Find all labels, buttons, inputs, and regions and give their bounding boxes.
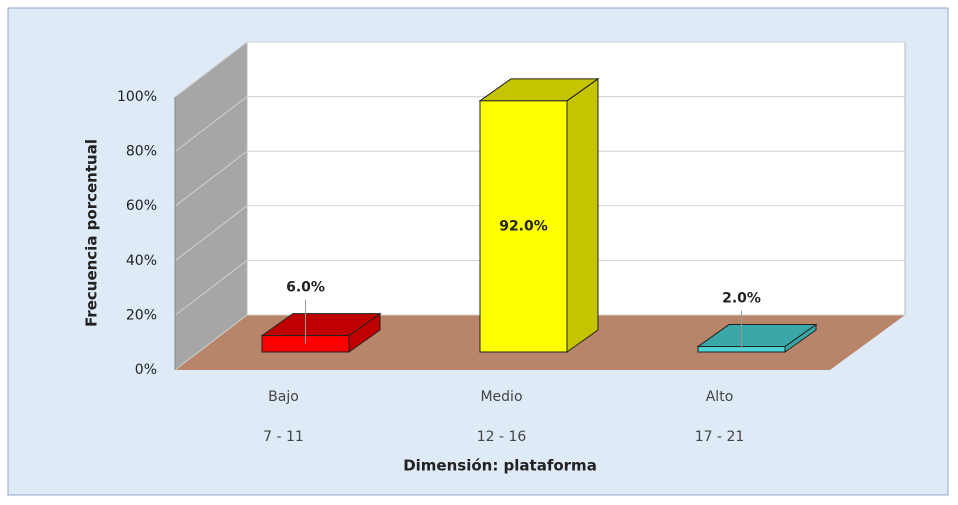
- y-tick-label: 0%: [135, 362, 157, 378]
- grid-line: [174, 205, 905, 262]
- grid-line: [174, 150, 905, 207]
- grid-line: [174, 41, 905, 98]
- data-label: 92.0%: [499, 218, 548, 234]
- grid-line: [174, 259, 905, 316]
- y-tick-label: 40%: [126, 253, 157, 269]
- x-tick-label: Alto: [706, 389, 734, 405]
- x-tick-label: Medio: [480, 389, 522, 405]
- y-tick-label: 60%: [126, 198, 157, 214]
- data-label: 2.0%: [722, 291, 761, 307]
- y-axis-title: Frecuencia porcentual: [83, 139, 101, 327]
- y-tick-label: 20%: [126, 307, 157, 323]
- x-tick-label: 7 - 11: [263, 429, 304, 445]
- bar-side: [566, 77, 599, 353]
- x-tick-label: 17 - 21: [695, 429, 745, 445]
- grid-line: [174, 96, 905, 152]
- y-tick-label: 100%: [117, 89, 157, 105]
- data-label: 6.0%: [286, 280, 325, 296]
- y-tick-label: 80%: [126, 144, 157, 160]
- side-wall: [175, 42, 247, 370]
- grid-line: [174, 314, 905, 371]
- x-axis-title: Dimensión: plataforma: [403, 457, 597, 475]
- x-tick-label: 12 - 16: [477, 429, 527, 445]
- bar: [479, 100, 568, 353]
- x-tick-label: Bajo: [268, 389, 299, 405]
